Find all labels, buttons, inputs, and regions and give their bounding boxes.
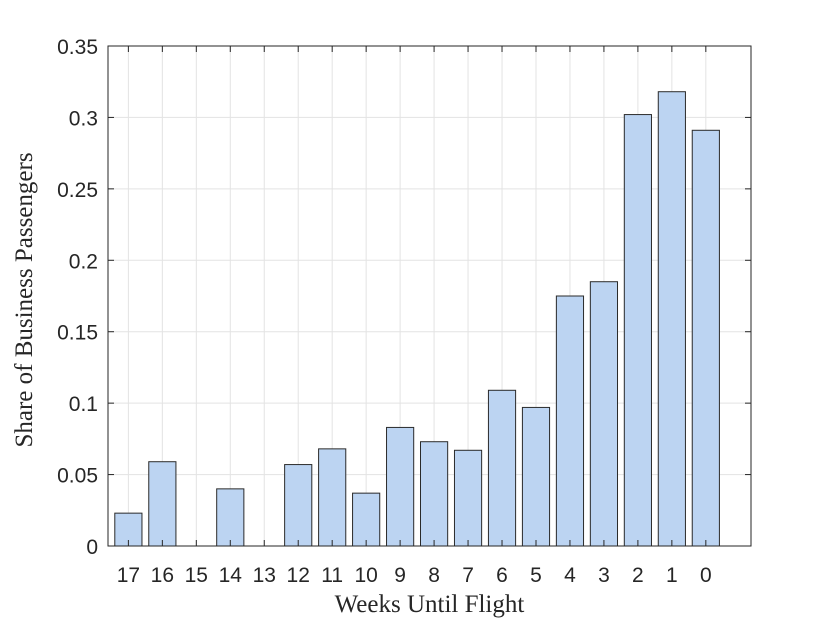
bar-week-5 — [521, 406, 551, 547]
x-tick-label: 4 — [564, 564, 576, 587]
bar-week-2 — [623, 114, 652, 547]
x-tick-label: 14 — [219, 564, 243, 587]
bars — [114, 91, 720, 547]
x-tick-label: 15 — [185, 564, 208, 587]
x-tick-labels: 17 16 15 14 13 12 11 10 9 8 7 6 5 4 3 2 1 0 — [117, 564, 712, 587]
axes — [107, 45, 752, 547]
x-tick-label: 8 — [428, 564, 440, 587]
x-axis-title: Weeks Until Flight — [335, 591, 525, 618]
x-tick-label: 17 — [117, 564, 140, 587]
y-tick-labels: 0 0.05 0.1 0.15 0.2 0.25 0.3 0.35 — [57, 36, 98, 559]
x-tick-label: 6 — [496, 564, 508, 587]
x-tick-label: 13 — [253, 564, 276, 587]
x-tick-label: 1 — [666, 564, 678, 587]
bar-week-1 — [657, 91, 686, 547]
y-axis-title: Share of Business Passengers — [11, 152, 38, 447]
y-tick-label: 0.35 — [57, 36, 98, 59]
bar-week-11 — [318, 448, 347, 547]
plot-frame — [107, 45, 752, 547]
x-tick-label: 12 — [287, 564, 310, 587]
bar-week-7 — [453, 449, 483, 547]
x-tick-label: 5 — [530, 564, 542, 587]
x-tick-label: 0 — [700, 564, 712, 587]
bar-week-0 — [691, 129, 720, 547]
x-tick-label: 2 — [632, 564, 644, 587]
x-tick-label: 9 — [394, 564, 406, 587]
y-tick-label: 0.15 — [57, 322, 98, 345]
x-tick-label: 10 — [354, 564, 377, 587]
x-tick-label: 3 — [598, 564, 610, 587]
bar-week-8 — [419, 441, 449, 547]
bar-week-3 — [589, 281, 619, 547]
bar-week-12 — [284, 464, 313, 547]
bar-week-9 — [386, 426, 415, 547]
bar-week-14 — [216, 488, 245, 547]
y-tick-label: 0.3 — [69, 107, 98, 130]
y-tick-label: 0.25 — [57, 179, 98, 202]
bar-week-10 — [352, 492, 381, 547]
x-tick-label: 11 — [321, 564, 343, 587]
x-tick-label: 7 — [462, 564, 474, 587]
y-tick-label: 0 — [86, 536, 98, 559]
y-tick-label: 0.1 — [69, 393, 98, 416]
bar-week-6 — [487, 389, 517, 547]
bar-week-16 — [148, 461, 177, 547]
y-tick-label: 0.05 — [57, 465, 98, 488]
x-tick-label: 16 — [151, 564, 174, 587]
y-tick-label: 0.2 — [69, 250, 98, 273]
bar-week-4 — [555, 295, 585, 547]
